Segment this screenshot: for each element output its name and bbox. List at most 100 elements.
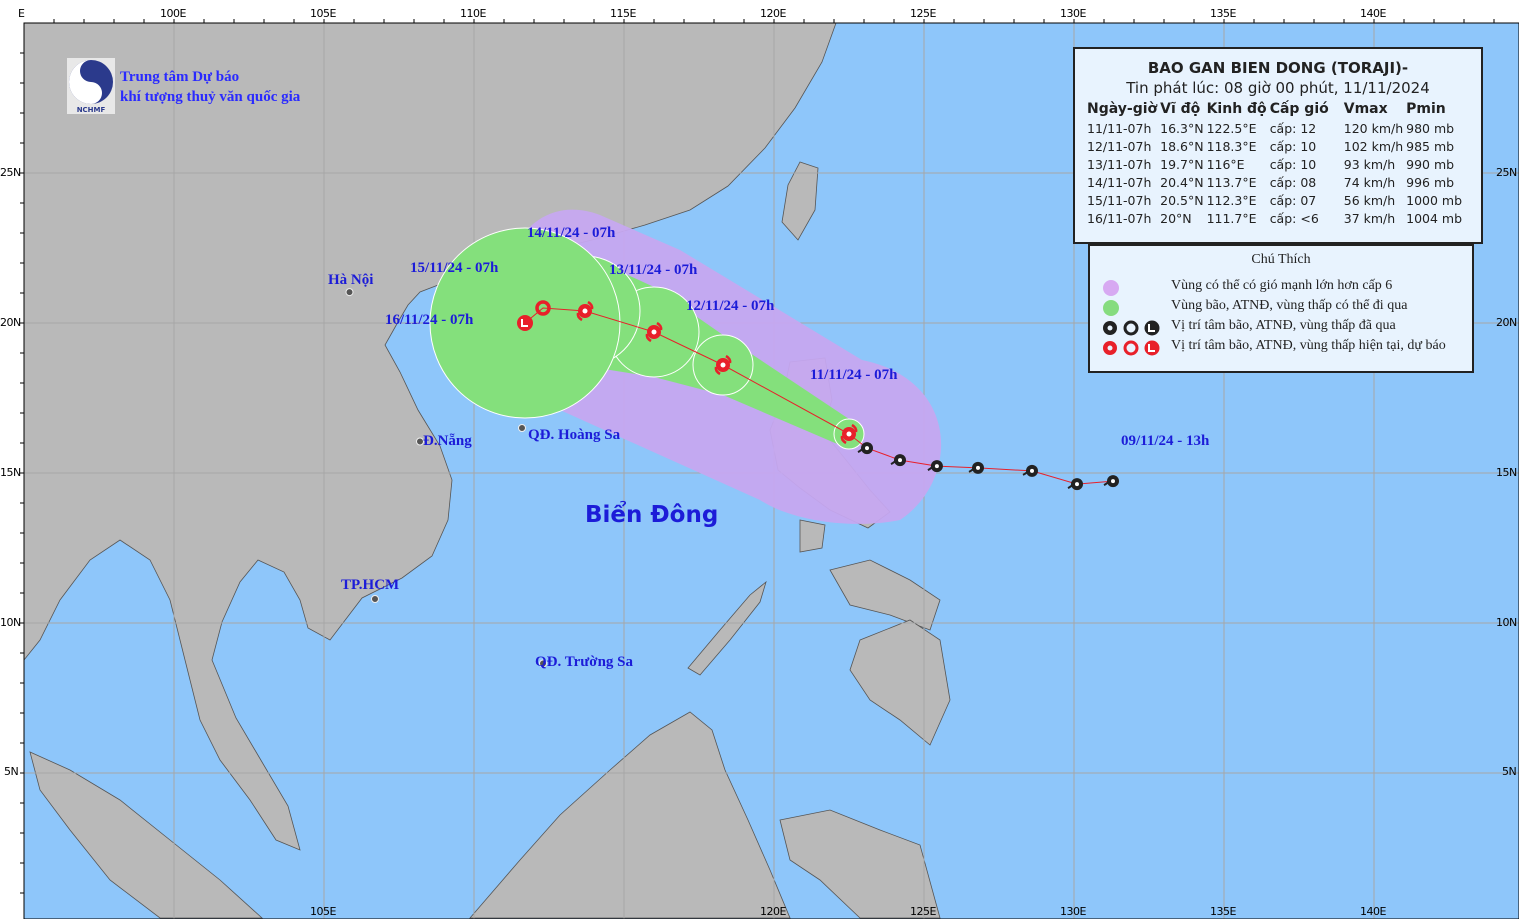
table-cell: cấp: 07 [1269, 192, 1317, 208]
table-cell: 116°E [1206, 156, 1245, 172]
tick-bottom: 135E [1210, 905, 1236, 918]
sulawesi-tip [779, 809, 941, 919]
storm-arms [714, 354, 732, 376]
tick-bottom: 125E [910, 905, 936, 918]
borneo [469, 711, 791, 919]
palawan [687, 580, 767, 676]
green-circle-icon [1103, 300, 1119, 316]
sea-label: Biển Đông [585, 502, 719, 528]
tick-bottom: 105E [310, 905, 336, 918]
past-storm-icon [1067, 478, 1083, 491]
storm-tail [890, 458, 898, 465]
table-cell: 980 mb [1406, 120, 1455, 136]
past-storm-icon [1103, 475, 1119, 488]
tick-right: 5N [1502, 765, 1517, 778]
forecast-storm-icon [576, 300, 594, 322]
track-label: 14/11/24 - 07h [527, 225, 616, 241]
tick-right: 20N [1496, 316, 1517, 329]
organization-name: Trung tâm Dự báo khí tượng thuỷ văn quốc… [120, 67, 300, 107]
purple-circle-icon [1103, 280, 1119, 296]
forecast-storm-icon [840, 423, 858, 445]
tick-bottom: 130E [1060, 905, 1086, 918]
place-truongsa: QĐ. Trường Sa [535, 654, 634, 670]
col-header: Vmax [1343, 101, 1388, 117]
tick-top: 115E [610, 7, 636, 20]
storm-tail [1022, 469, 1030, 476]
table-cell: cấp: 08 [1269, 174, 1317, 190]
table-cell: 15/11-07h [1087, 192, 1152, 208]
tick-left: 20N [0, 316, 21, 329]
table-cell: 102 km/h [1343, 138, 1404, 154]
org-line-1: Trung tâm Dự báo [120, 69, 240, 85]
col-header: Kinh độ [1206, 101, 1267, 117]
tick-left: 5N [4, 765, 19, 778]
land [23, 22, 951, 919]
table-row: 12/11-07h 18.6°N 118.3°E cấp: 10 102 km/h 985… [1087, 137, 1465, 155]
table-row: 16/11-07h 20°N 111.7°E cấp: <6 37 km/h 1004 m… [1087, 209, 1465, 227]
city-marker [518, 424, 526, 432]
past-storm-symbols-icon [1103, 320, 1160, 336]
org-line-2: khí tượng thuỷ văn quốc gia [120, 89, 301, 105]
track-label: 16/11/24 - 07h [385, 312, 474, 328]
tick-top: 135E [1210, 7, 1236, 20]
tick-top: 130E [1060, 7, 1086, 20]
table-cell: 1000 mb [1406, 192, 1463, 208]
track-label: 13/11/24 - 07h [609, 262, 698, 278]
tick-top: 120E [760, 7, 786, 20]
table-cell: cấp: 12 [1269, 120, 1317, 136]
taiwan [781, 161, 819, 241]
forecast-table: Ngày-giờ Vĩ độ Kinh độ Cấp gió Vmax Pmin… [1087, 101, 1465, 227]
tick-top: 100E [160, 7, 186, 20]
past-storm-icon [968, 461, 984, 474]
forecast-storm-icon [645, 321, 663, 343]
track-label: 15/11/24 - 07h [410, 260, 499, 276]
map-frame [23, 22, 1519, 919]
storm-eye [1030, 468, 1034, 473]
tick-top: 125E [910, 7, 936, 20]
legend-title: Chú Thích [1251, 252, 1311, 267]
storm-title: BAO GAN BIEN DONG (TORAJI)- [1147, 59, 1409, 77]
legend-panel: Chú Thích Vùng có thể có gió mạnh lớn hơ… [1088, 244, 1474, 373]
table-cell: cấp: 10 [1269, 138, 1317, 154]
table-cell: 20.5°N [1160, 192, 1204, 208]
storm-eye [582, 308, 588, 314]
svg-text:NCHMF: NCHMF [77, 106, 106, 114]
mindanao [849, 619, 951, 746]
col-header: Pmin [1406, 101, 1446, 117]
storm-eye [1111, 479, 1115, 484]
table-cell: 113.7°E [1206, 174, 1257, 190]
legend-label: Vị trí tâm bão, ATNĐ, vùng thấp hiện tại… [1171, 338, 1446, 353]
axis-ticks [20, 19, 1495, 894]
tick-top: 105E [310, 7, 336, 20]
place-hanoi: Hà Nội [328, 272, 374, 288]
storm-tail [968, 466, 976, 473]
table-row: 14/11-07h 20.4°N 113.7°E cấp: 08 74 km/h 996 … [1087, 173, 1465, 191]
col-header: Cấp gió [1269, 101, 1329, 117]
table-cell: cấp: <6 [1269, 210, 1319, 226]
table-cell: 74 km/h [1343, 174, 1396, 190]
storm-forecast-layer [345, 209, 1119, 668]
storm-eye [934, 464, 939, 469]
tick-top: 140E [1360, 7, 1386, 20]
storm-arms [840, 423, 858, 445]
table-cell: cấp: 10 [1269, 156, 1317, 172]
table-cell: 16.3°N [1160, 120, 1204, 136]
table-cell: 37 km/h [1343, 210, 1396, 226]
table-cell: 13/11-07h [1087, 156, 1152, 172]
table-row: 13/11-07h 19.7°N 116°E cấp: 10 93 km/h 990 mb [1087, 155, 1465, 173]
table-cell: 122.5°E [1206, 120, 1257, 136]
storm-tail [1067, 482, 1075, 489]
legend-item-forecast: Vị trí tâm bão, ATNĐ, vùng thấp hiện tại… [1090, 338, 1472, 358]
col-header: Ngày-giờ [1087, 101, 1158, 117]
legend-label: Vùng có thể có gió mạnh lớn hơn cấp 6 [1171, 278, 1393, 293]
legend-item-track-zone: Vùng bão, ATNĐ, vùng thấp có thể đi qua [1090, 298, 1472, 318]
tick-right: 15N [1496, 466, 1517, 479]
storm-eye [865, 446, 869, 451]
track-label: 09/11/24 - 13h [1121, 433, 1210, 449]
table-cell: 1004 mb [1406, 210, 1463, 226]
past-storm-icon [927, 460, 943, 473]
past-storm-icon [890, 454, 906, 467]
storm-arms [645, 321, 663, 343]
place-danang: Đ.Nẵng [423, 433, 472, 449]
legend-label: Vị trí tâm bão, ATNĐ, vùng thấp đã qua [1171, 318, 1396, 333]
